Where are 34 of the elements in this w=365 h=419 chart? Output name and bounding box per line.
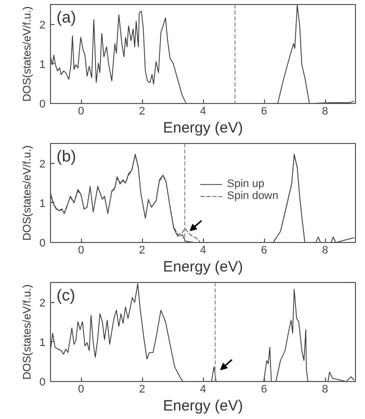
x-tick-label: 0 — [78, 384, 84, 396]
y-axis-title: DOS(states/eV/f.u.) — [21, 6, 34, 102]
x-tick-label: 4 — [200, 384, 206, 396]
y-tick-label: 2 — [39, 297, 46, 310]
annotation: (b) — [56, 148, 76, 166]
x-tick-label: 8 — [322, 384, 328, 396]
x-tick-label: 0 — [78, 106, 84, 118]
legend-label: Spin down — [227, 190, 278, 202]
x-tick-label: 8 — [322, 244, 328, 256]
line-series — [50, 4, 354, 104]
x-tick-label: 6 — [260, 106, 268, 118]
y-tick-label: 1 — [39, 336, 46, 349]
x-tick-label: 2 — [138, 106, 146, 118]
x-tick-label: 4 — [200, 244, 206, 256]
line-series — [50, 283, 354, 382]
legend-label: Spin up — [227, 178, 264, 190]
x-axis-title: Energy (eV) — [162, 398, 244, 414]
annotation: (a) — [56, 10, 76, 26]
x-tick-label: 8 — [322, 106, 328, 118]
y-axis-title: DOS(states/eV/f.u.) — [21, 284, 34, 380]
y-tick-label: 2 — [39, 19, 46, 32]
y-tick-label: 1 — [39, 198, 46, 210]
annotation: (c) — [56, 288, 76, 304]
x-tick-label: 6 — [260, 244, 268, 256]
x-tick-label: 4 — [200, 106, 206, 118]
x-tick-label: 0 — [78, 244, 84, 256]
y-axis-title: DOS(states/eV/f.u.) — [21, 145, 34, 241]
x-axis-title: Energy (eV) — [162, 258, 244, 276]
x-axis-title: Energy (eV) — [162, 120, 244, 136]
y-tick-label: 1 — [39, 58, 46, 71]
x-tick-label: 2 — [138, 244, 146, 256]
x-tick-label: 2 — [138, 384, 146, 396]
y-tick-label: 2 — [39, 158, 46, 170]
x-tick-label: 6 — [260, 384, 268, 396]
